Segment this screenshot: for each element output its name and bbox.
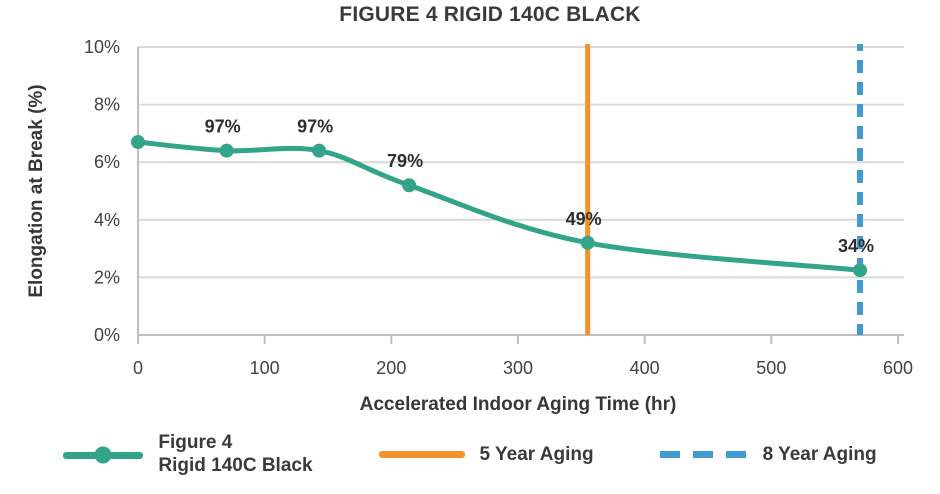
x-tick-label: 100 bbox=[250, 358, 280, 378]
data-point-marker bbox=[131, 135, 145, 150]
series-line-marker-icon bbox=[63, 446, 144, 464]
data-point-marker bbox=[219, 143, 234, 158]
plot-area: 0 100 200 300 400 500 600 0% 2% 4% 6% 8% 10% 97% 97% 79… bbox=[84, 37, 913, 378]
x-tick-label: 300 bbox=[503, 358, 533, 378]
legend-label-series: Figure 4 Rigid 140C Black bbox=[158, 432, 313, 476]
y-tick-label: 4% bbox=[94, 210, 120, 230]
x-axis-title: Accelerated Indoor Aging Time (hr) bbox=[359, 394, 677, 415]
x-tick-label: 200 bbox=[376, 358, 406, 378]
data-point-marker bbox=[312, 143, 327, 158]
chart-title: FIGURE 4 RIGID 140C BLACK bbox=[339, 3, 641, 26]
data-point-label: 34% bbox=[838, 236, 874, 256]
data-point-label: 97% bbox=[297, 117, 333, 137]
legend-label-8-year: 8 Year Aging bbox=[762, 443, 877, 465]
y-tick-label: 6% bbox=[94, 152, 120, 172]
data-point-label: 97% bbox=[205, 117, 241, 137]
eight-year-dashed-line-icon bbox=[659, 451, 748, 459]
data-point-label: 49% bbox=[566, 209, 602, 229]
data-point-marker bbox=[402, 178, 417, 193]
data-point-marker bbox=[853, 263, 867, 278]
x-tick-label: 500 bbox=[756, 358, 786, 378]
legend-item-series: Figure 4 Rigid 140C Black bbox=[63, 432, 313, 478]
y-tick-label: 2% bbox=[94, 267, 120, 287]
x-tick-label: 600 bbox=[883, 358, 913, 378]
y-tick-label: 8% bbox=[94, 95, 120, 115]
y-tick-label: 0% bbox=[94, 325, 120, 345]
legend-label-5-year: 5 Year Aging bbox=[479, 443, 594, 465]
x-tick-label: 0 bbox=[133, 358, 143, 378]
legend-item-8-year: 8 Year Aging bbox=[659, 443, 877, 467]
data-point-marker bbox=[580, 235, 595, 250]
data-point-label: 79% bbox=[387, 151, 423, 171]
legend: Figure 4 Rigid 140C Black 5 Year Aging 8… bbox=[0, 424, 940, 486]
x-tick-label: 400 bbox=[630, 358, 660, 378]
series-dot-swatch bbox=[94, 446, 112, 464]
y-tick-label: 10% bbox=[84, 37, 120, 57]
legend-item-5-year: 5 Year Aging bbox=[378, 443, 594, 467]
five-year-line-icon bbox=[378, 451, 465, 459]
